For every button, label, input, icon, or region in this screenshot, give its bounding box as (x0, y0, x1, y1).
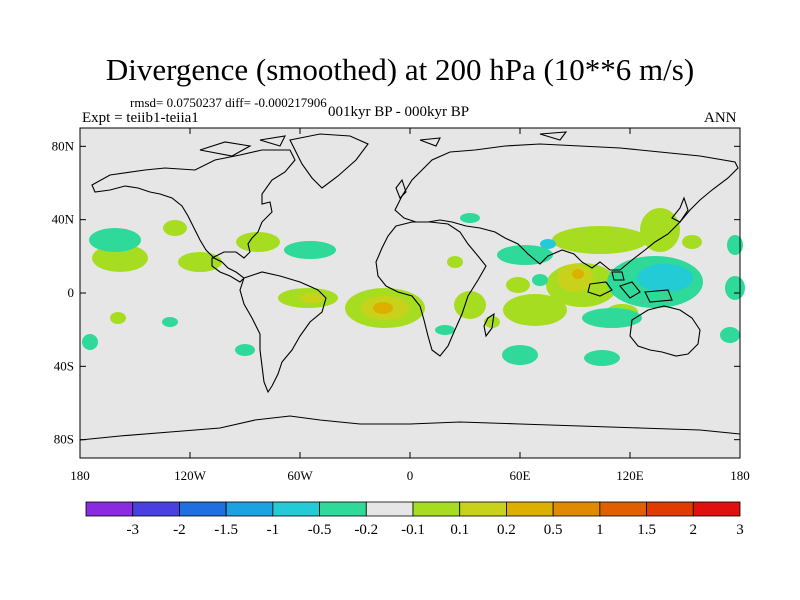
rmsd-diff-stats: rmsd= 0.0750237 diff= -0.000217906 (130, 95, 327, 110)
eurasia-coast (394, 143, 739, 271)
colorbar-label: -1 (267, 522, 280, 538)
y-tick-label: 40N (52, 212, 75, 227)
positive-anomaly-fills (92, 208, 702, 328)
colorbar-label: 2 (690, 522, 698, 538)
x-tick-label: 60W (287, 468, 313, 483)
colorbar-swatch (646, 501, 694, 517)
colorbar-swatch (692, 501, 741, 517)
colorbar-swatch (319, 501, 367, 517)
season-label: ANN (704, 110, 737, 126)
colorbar-swatch (599, 501, 647, 517)
colorbar-label: 0.5 (544, 522, 563, 538)
x-axis: 180 120W 60W 0 60E 120E 180 (70, 128, 750, 483)
japan-coast (671, 196, 689, 223)
north-america-coast (91, 149, 296, 283)
colorbar-swatch (552, 501, 601, 517)
contour-fill-layer (82, 208, 745, 366)
colorbar: -3 -2 -1.5 -1 -0.5 -0.2 -0.1 0.1 0.2 0.5 1 1.5 2 3 (85, 501, 744, 538)
x-tick-label: 120W (174, 468, 207, 483)
x-tick-label: 120E (616, 468, 644, 483)
colorbar-label: -0.2 (354, 522, 378, 538)
madagascar-coast (483, 312, 495, 338)
y-tick-label: 80S (54, 432, 74, 447)
colorbar-label: 3 (736, 522, 744, 538)
maritime-continent-coast (587, 271, 673, 303)
colorbar-label: -0.5 (308, 522, 332, 538)
y-tick-label: 80N (52, 138, 75, 153)
y-tick-label: 0 (68, 285, 75, 300)
antarctica-coast (79, 415, 741, 441)
colorbar-label: 1.5 (637, 522, 656, 538)
colorbar-label: -0.1 (401, 522, 425, 538)
colorbar-label: 1 (596, 522, 604, 538)
colorbar-swatch (365, 501, 414, 517)
period-label: 001kyr BP - 000kyr BP (328, 104, 470, 120)
experiment-label: Expt = teiib1-teiia1 (82, 110, 199, 126)
british-isles-coast (395, 178, 407, 199)
colorbar-swatch (225, 501, 274, 517)
colorbar-swatch (132, 501, 180, 517)
colorbar-label: -1.5 (214, 522, 238, 538)
plot-title: Divergence (smoothed) at 200 hPa (10**6 … (105, 52, 695, 87)
colorbar-swatch (412, 501, 461, 517)
colorbar-label: 0.1 (450, 522, 469, 538)
colorbar-swatch (272, 501, 320, 517)
colorbar-label: -2 (173, 522, 186, 538)
stronger-negative-fills (540, 239, 693, 292)
africa-coast (375, 221, 487, 357)
x-tick-label: 60E (510, 468, 531, 483)
colorbar-label: -3 (126, 522, 139, 538)
australia-coast (629, 305, 701, 357)
arctic-islands-coast (199, 131, 568, 157)
colorbar-swatch (459, 501, 507, 517)
x-tick-label: 180 (730, 468, 750, 483)
colorbar-swatch (85, 501, 134, 517)
south-america-coast (239, 271, 327, 394)
strongest-positive-fills (373, 269, 584, 314)
y-axis: 80N 40N 0 40S 80S (52, 138, 740, 447)
x-tick-label: 180 (70, 468, 90, 483)
colorbar-label: 0.2 (497, 522, 516, 538)
y-tick-label: 40S (54, 358, 74, 373)
colorbar-swatch (506, 501, 554, 517)
greenland-coast (289, 133, 369, 189)
x-tick-label: 0 (407, 468, 414, 483)
coastlines (79, 131, 741, 441)
colorbar-swatch (179, 501, 227, 517)
